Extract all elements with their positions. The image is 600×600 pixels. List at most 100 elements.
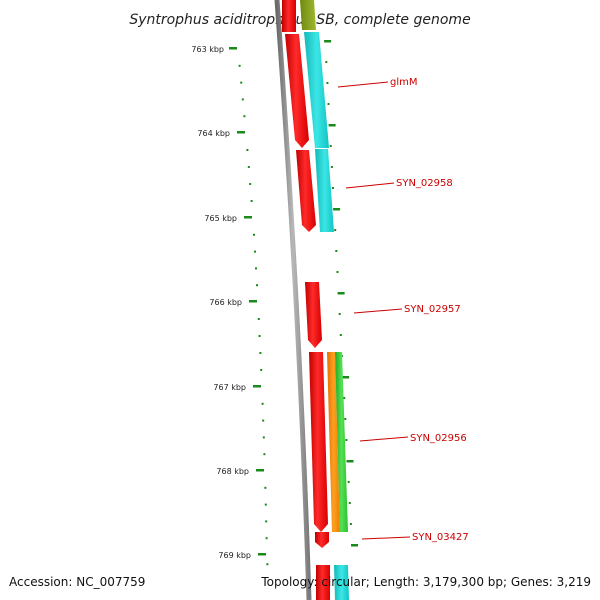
gene-label-SYN_02956: SYN_02956 [359, 433, 467, 444]
right-scale-tick [339, 334, 342, 336]
right-scale-tick [333, 208, 341, 211]
gene-feature-SYN_03427[interactable] [315, 532, 329, 548]
right-scale-tick [342, 376, 350, 379]
minor-tick-dot [260, 369, 263, 371]
minor-tick-dot [264, 486, 267, 489]
right-scale-tick [326, 82, 329, 84]
tick-mark [256, 469, 264, 472]
label-leader-line [337, 81, 389, 88]
right-scale-tick [334, 229, 337, 231]
major-tick-767: 767 kbp [213, 383, 261, 392]
gene-label-text: SYN_03427 [412, 532, 469, 543]
tick-label: 768 kbp [216, 467, 249, 476]
minor-tick-dot [259, 352, 262, 354]
gene-label-text: SYN_02957 [404, 304, 461, 315]
gene-label-glmM: glmM [337, 77, 418, 88]
genome-title: Syntrophus aciditrophicus SB, complete g… [129, 12, 470, 28]
gene-feature-orange[interactable] [327, 352, 340, 532]
gene-label-SYN_02958: SYN_02958 [345, 178, 453, 189]
major-tick-768: 768 kbp [216, 467, 264, 476]
right-scale-tick [343, 397, 346, 399]
gene-feature-SYN_02956[interactable] [309, 352, 328, 532]
gene-feature-SYN_02957[interactable] [305, 282, 322, 348]
right-scale-tick [335, 250, 338, 252]
tick-label: 766 kbp [209, 298, 242, 307]
gene-feature-glmM-cyan[interactable] [304, 32, 329, 148]
gene-feature-top-olive[interactable] [300, 0, 316, 30]
tick-label: 764 kbp [197, 129, 230, 138]
minor-tick-dot [247, 166, 250, 168]
gene-label-SYN_03427: SYN_03427 [361, 532, 469, 543]
minor-tick-dot [257, 318, 260, 320]
right-scale-tick [329, 145, 332, 147]
right-scale-tick [345, 439, 348, 441]
minor-tick-dot [238, 64, 241, 67]
tick-label: 763 kbp [191, 45, 224, 54]
right-scale-tick [332, 187, 334, 189]
minor-tick-dot [256, 284, 258, 287]
minor-tick-dot [240, 81, 243, 84]
right-scale-tick [351, 544, 358, 547]
genome-backbone [274, 0, 312, 600]
major-tick-765: 765 kbp [204, 214, 252, 223]
label-leader-line [345, 182, 395, 189]
gene-feature-bottom-red[interactable] [316, 565, 330, 600]
gene-label-text: SYN_02956 [410, 433, 467, 444]
right-scale-ticks [324, 40, 358, 547]
minor-tick-dot [253, 233, 255, 236]
gene-feature-green[interactable] [335, 352, 348, 532]
gene-label-SYN_02957: SYN_02957 [353, 304, 461, 315]
minor-tick-dot [262, 419, 265, 422]
minor-tick-dot [254, 250, 256, 253]
accession-text: Accession: NC_007759 [9, 575, 145, 589]
topology-text: Topology: circular; Length: 3,179,300 bp… [260, 575, 591, 589]
gene-feature-top-red[interactable] [282, 0, 296, 32]
right-scale-tick [347, 481, 350, 483]
minor-tick-dot [261, 402, 264, 405]
tick-mark [249, 300, 257, 303]
tick-label: 769 kbp [218, 551, 251, 560]
minor-tick-dot [250, 200, 253, 202]
minor-tick-dot [263, 453, 266, 456]
minor-ticks [238, 64, 269, 566]
gene-label-text: glmM [390, 77, 418, 88]
right-scale-tick [349, 523, 352, 525]
right-scale-tick [324, 40, 332, 43]
tick-mark [237, 131, 245, 134]
minor-tick-dot [241, 98, 244, 101]
minor-tick-dot [264, 503, 267, 506]
right-scale-tick [330, 166, 333, 168]
major-tick-769: 769 kbp [218, 551, 266, 560]
minor-tick-dot [243, 115, 246, 118]
minor-tick-dot [265, 520, 268, 523]
tick-mark [229, 47, 237, 50]
right-scale-tick [325, 61, 328, 63]
minor-tick-dot [258, 335, 261, 337]
label-leader-line [353, 308, 403, 314]
right-scale-tick [344, 418, 347, 420]
right-scale-tick [327, 103, 330, 105]
right-scale-tick [338, 313, 341, 315]
right-scale-tick [336, 271, 339, 273]
minor-tick-dot [266, 563, 269, 566]
right-scale-tick [348, 502, 351, 504]
gene-feature-red-1[interactable] [285, 34, 309, 148]
tick-mark [258, 553, 266, 556]
tick-mark [244, 216, 252, 219]
gene-feature-SYN_02958-red[interactable] [296, 150, 316, 232]
gene-feature-SYN_02958-cyan[interactable] [315, 149, 334, 232]
minor-tick-dot [249, 183, 252, 185]
tick-mark [253, 385, 261, 388]
major-tick-763: 763 kbp [191, 45, 237, 54]
tick-label: 765 kbp [204, 214, 237, 223]
minor-tick-dot [246, 149, 249, 151]
minor-tick-dot [265, 537, 268, 540]
gene-label-text: SYN_02958 [396, 178, 453, 189]
right-scale-tick [328, 124, 336, 127]
major-tick-766: 766 kbp [209, 298, 257, 307]
tick-label: 767 kbp [213, 383, 246, 392]
gene-feature-bottom-cyan[interactable] [334, 565, 349, 600]
right-scale-tick [346, 460, 354, 463]
